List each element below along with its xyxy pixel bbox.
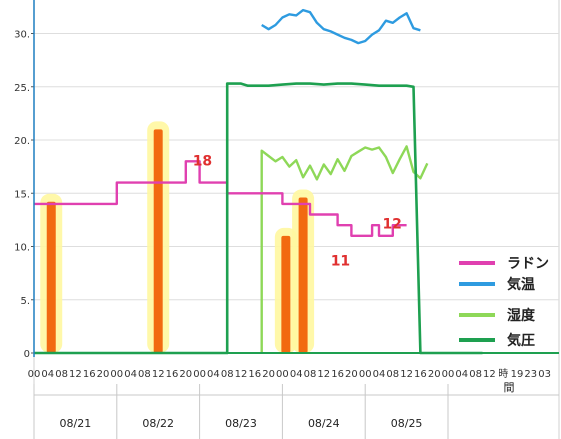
y-tick-label: 15.: [14, 189, 30, 200]
y-tick-label: 20.: [14, 136, 30, 147]
x-tick-label: 12: [235, 369, 248, 380]
event-highlights: [40, 121, 315, 353]
x-tick-label: 08: [469, 369, 482, 380]
x-axis-ticks: 00 04 08 12 16 20 00 04 08 12 16 20 00 04 08 12 16 20 00 04…: [28, 368, 551, 439]
x-tick-label: 04: [124, 369, 137, 380]
x-tick-label: 00: [359, 369, 372, 380]
x-tick-label: 16: [248, 369, 261, 380]
event-bar: [281, 235, 291, 353]
x-tick-label: 00: [28, 369, 41, 380]
y-tick-label: 10.: [14, 243, 30, 254]
x-tick-label: 08: [386, 369, 399, 380]
x-tick-label: 00: [193, 369, 206, 380]
x-tick-label: 00: [442, 369, 455, 380]
legend-label-humidity: 湿度: [507, 307, 536, 324]
x-tick-label: 20: [262, 369, 275, 380]
x-tick-label: 08: [138, 369, 151, 380]
x-tick-label: 04: [455, 369, 468, 380]
x-tick-label: 時: [498, 368, 508, 380]
x-axis-unit: 間: [504, 381, 515, 394]
series-lines: [34, 8, 483, 355]
value-callout: 12: [382, 216, 401, 232]
x-axis-dates: 08/21 08/22 08/23 08/24 08/25: [60, 417, 423, 430]
x-tick-label: 12: [69, 369, 82, 380]
y-tick-label: 30.: [14, 30, 30, 41]
value-callouts: 18 12 11: [193, 154, 402, 270]
x-tick-label: 20: [179, 369, 192, 380]
x-tick-label: 04: [290, 369, 303, 380]
x-tick-label: 16: [414, 369, 427, 380]
x-tick-label: 08: [221, 369, 234, 380]
x-tick-label: 16: [166, 369, 179, 380]
x-tick-label: 16: [83, 369, 96, 380]
x-tick-label: 04: [207, 369, 220, 380]
x-tick-label: 08: [55, 369, 68, 380]
y-axis-ticks: 0 5. 10. 15. 20. 25. 30.: [14, 30, 34, 360]
x-tick-label: 12: [400, 369, 413, 380]
series-line-radon: [34, 160, 407, 238]
y-tick-label: 0: [24, 349, 30, 360]
x-tick-label: 00: [276, 369, 289, 380]
series-line-humidity: [260, 145, 429, 353]
series-line-temperature: [261, 8, 421, 45]
x-date-label: 08/25: [391, 417, 423, 430]
x-tick-label: 23: [524, 369, 537, 380]
x-tick-label: 03: [538, 369, 551, 380]
x-tick-label: 19: [511, 369, 524, 380]
value-callout: 18: [193, 154, 212, 170]
legend: ラドン 気温 湿度 気圧: [459, 256, 549, 349]
value-callout: 11: [331, 254, 350, 270]
x-tick-label: 04: [41, 369, 54, 380]
y-tick-label: 5.: [20, 296, 30, 307]
x-date-label: 08/21: [60, 417, 92, 430]
x-tick-label: 12: [483, 369, 496, 380]
series-line-pressure: [34, 82, 483, 355]
x-tick-label: 20: [345, 369, 358, 380]
event-bars: [46, 129, 308, 353]
legend-label-temperature: 気温: [507, 276, 535, 293]
x-tick-label: 00: [110, 369, 123, 380]
x-date-label: 08/23: [225, 417, 257, 430]
x-tick-label: 12: [152, 369, 165, 380]
x-tick-label: 08: [304, 369, 317, 380]
x-tick-label: 20: [428, 369, 441, 380]
x-tick-label: 12: [317, 369, 330, 380]
legend-label-pressure: 気圧: [507, 332, 535, 349]
event-bar: [153, 129, 163, 353]
x-tick-label: 20: [97, 369, 110, 380]
x-tick-label: 16: [331, 369, 344, 380]
event-bar: [46, 201, 56, 353]
x-date-label: 08/24: [308, 417, 340, 430]
x-tick-label: 04: [373, 369, 386, 380]
x-date-label: 08/22: [142, 417, 174, 430]
y-tick-label: 25.: [14, 83, 30, 94]
event-bar: [298, 197, 308, 353]
legend-label-radon: ラドン: [507, 256, 549, 272]
